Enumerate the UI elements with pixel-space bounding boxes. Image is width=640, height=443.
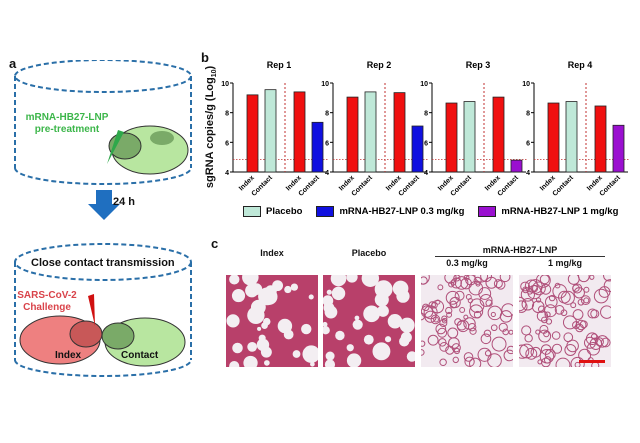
cage-title: Close contact transmission [31, 257, 175, 269]
treatment-text: mRNA-HB27-LNP [25, 112, 109, 123]
arrow-label: 24 h [113, 196, 136, 208]
schematic-diagram [14, 60, 192, 377]
y-tick-label: 4 [424, 170, 428, 177]
x-tick-label: Contact [497, 174, 521, 198]
scale-bar [579, 360, 605, 363]
group-header: mRNA-HB27-LNP [435, 245, 605, 257]
y-tick-label: 4 [225, 170, 229, 177]
histology-image [323, 275, 415, 367]
y-tick-label: 8 [424, 111, 428, 118]
image-title: 0.3 mg/kg [446, 258, 488, 268]
y-tick-label: 8 [325, 111, 329, 118]
y-tick-label: 6 [225, 140, 229, 147]
y-tick-label: 4 [325, 170, 329, 177]
panel-title: Rep 1 [267, 60, 292, 70]
y-tick-label: 4 [526, 170, 530, 177]
histology-image [519, 275, 611, 367]
cage-top [14, 60, 192, 185]
legend-item: Placebo [243, 206, 302, 217]
syringe-icon [107, 130, 124, 164]
bar [445, 102, 458, 173]
legend: Placebo mRNA-HB27-LNP 0.3 mg/kg mRNA-HB27-… [243, 206, 618, 217]
y-tick-label: 10 [522, 81, 530, 88]
bar [612, 124, 625, 173]
hamster-contact [101, 317, 186, 367]
legend-label: mRNA-HB27-LNP 0.3 mg/kg [339, 206, 465, 217]
arrow-down-icon [88, 190, 120, 220]
panel-title: Rep 2 [367, 60, 392, 70]
x-tick-label: Contact [599, 174, 623, 198]
y-tick-label: 6 [325, 140, 329, 147]
y-tick-label: 8 [225, 111, 229, 118]
challenge-text: SARS-CoV-2 [17, 290, 77, 301]
x-tick-label: Contact [298, 174, 322, 198]
x-tick-label: Contact [351, 174, 375, 198]
hamster-index [19, 315, 103, 365]
bar [393, 92, 406, 173]
bar [264, 89, 277, 173]
panel-a-label: a [9, 56, 17, 71]
legend-label: mRNA-HB27-LNP 1 mg/kg [501, 206, 619, 217]
y-tick-label: 10 [321, 81, 329, 88]
challenge-syringe-icon [88, 294, 95, 326]
index-label: Index [55, 350, 82, 361]
bar [364, 91, 377, 173]
bar [346, 96, 359, 173]
y-tick-label: 6 [424, 140, 428, 147]
bar [547, 102, 560, 173]
panel-title: Rep 4 [568, 60, 593, 70]
bar [594, 105, 607, 173]
x-tick-label: Contact [398, 174, 422, 198]
x-tick-label: Contact [450, 174, 474, 198]
bar [565, 101, 578, 173]
panel-b-label: b [201, 50, 209, 65]
contact-label: Contact [121, 350, 159, 361]
x-tick-label: Contact [251, 174, 275, 198]
y-tick-label: 10 [420, 81, 428, 88]
bar [311, 121, 324, 173]
histology-image [226, 275, 318, 367]
histology-image [421, 275, 513, 367]
legend-item: mRNA-HB27-LNP 0.3 mg/kg [316, 206, 464, 217]
bar [510, 159, 523, 173]
challenge-text-2: Challenge [23, 302, 71, 313]
bar [463, 101, 476, 173]
bar [246, 94, 259, 173]
legend-swatch [316, 206, 335, 217]
image-title: Index [260, 248, 284, 258]
legend-label: Placebo [266, 206, 303, 217]
image-title: Placebo [351, 248, 387, 258]
panel-c-label: c [211, 236, 219, 251]
legend-swatch [243, 206, 261, 217]
x-tick-label: Contact [552, 174, 576, 198]
bar [293, 91, 306, 173]
treatment-text-2: pre-treatment [34, 124, 100, 135]
y-tick-label: 8 [526, 111, 530, 118]
cage-bottom [14, 243, 192, 377]
bar [411, 125, 424, 173]
image-title: 1 mg/kg [547, 258, 582, 268]
legend-swatch [478, 206, 497, 217]
legend-item: mRNA-HB27-LNP 1 mg/kg [478, 206, 618, 217]
bar [492, 96, 505, 173]
y-tick-label: 10 [221, 81, 229, 88]
panel-title: Rep 3 [466, 60, 491, 70]
y-tick-label: 6 [526, 140, 530, 147]
